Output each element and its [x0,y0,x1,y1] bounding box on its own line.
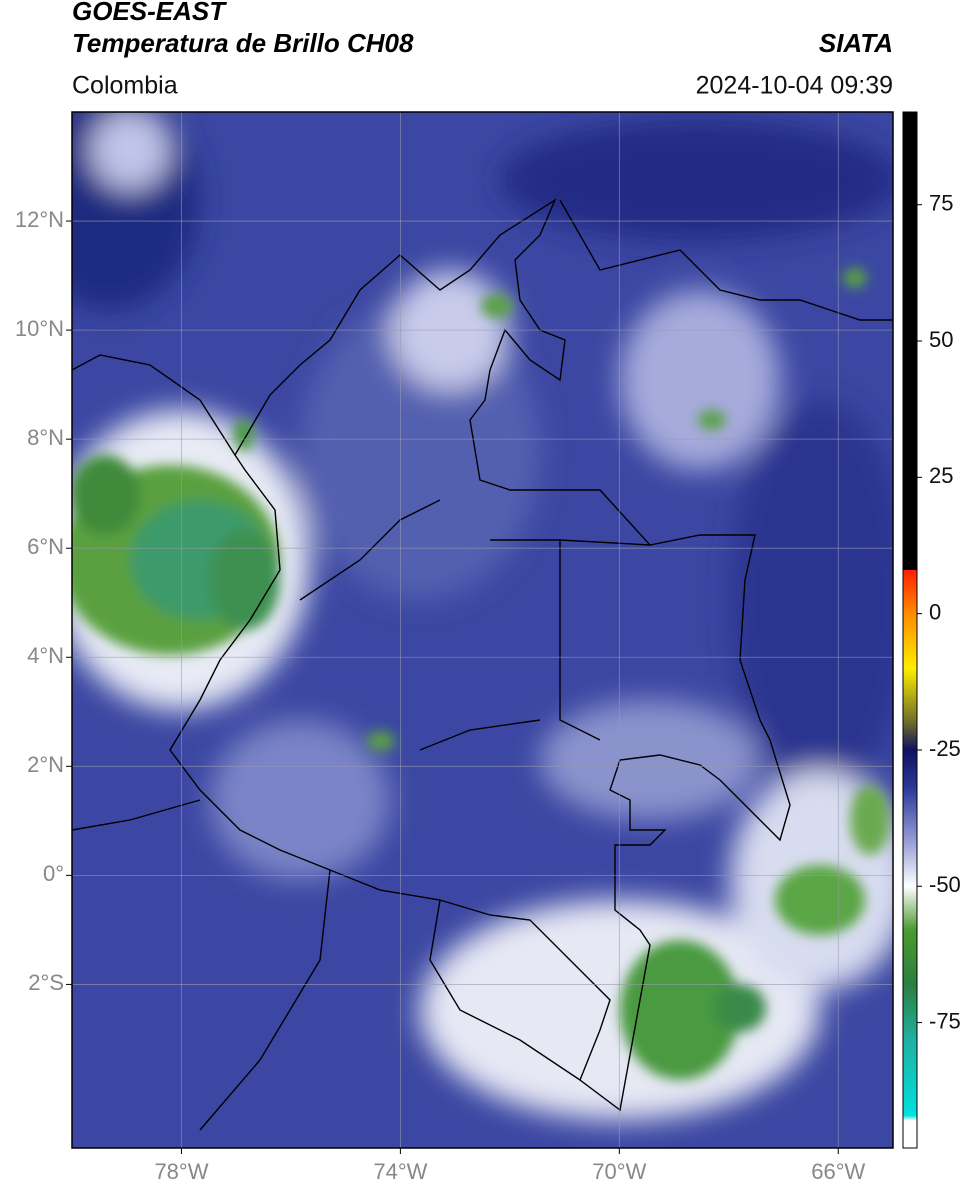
colorbar [902,111,918,1149]
y-tick-label: 4°N [27,643,64,668]
y-tick-label: 8°N [27,425,64,450]
borders [72,198,893,1131]
y-tick-label: 2°S [28,970,64,995]
map-frame [71,111,894,1149]
x-tick-label: 78°W [154,1159,208,1184]
colorbar-tick-label: -25 [929,736,961,761]
y-tick-label: 2°N [27,752,64,777]
title: GOES-EAST [72,0,227,26]
colorbar-tick-label: 75 [929,191,953,216]
colorbar-tick-label: 0 [929,599,941,624]
colorbar-tick-label: 25 [929,463,953,488]
colorbar-tick-label: -75 [929,1008,961,1033]
y-tick-label: 10°N [15,316,64,341]
colorbar-tick-label: 50 [929,327,953,352]
date: 2024-10-04 09:39 [696,72,893,100]
y-tick-label: 6°N [27,534,64,559]
colorbar-tick-label: -50 [929,872,961,897]
y-tick-label: 0° [43,861,64,886]
x-tick-label: 74°W [373,1159,427,1184]
region: Colombia [72,72,178,100]
source: SIATA [819,28,893,58]
y-tick-label: 12°N [15,207,64,232]
satellite-image [72,112,893,1148]
subtitle: Temperatura de Brillo CH08 [72,28,414,58]
x-tick-label: 70°W [592,1159,646,1184]
x-tick-label: 66°W [811,1159,865,1184]
grid [72,112,893,1148]
